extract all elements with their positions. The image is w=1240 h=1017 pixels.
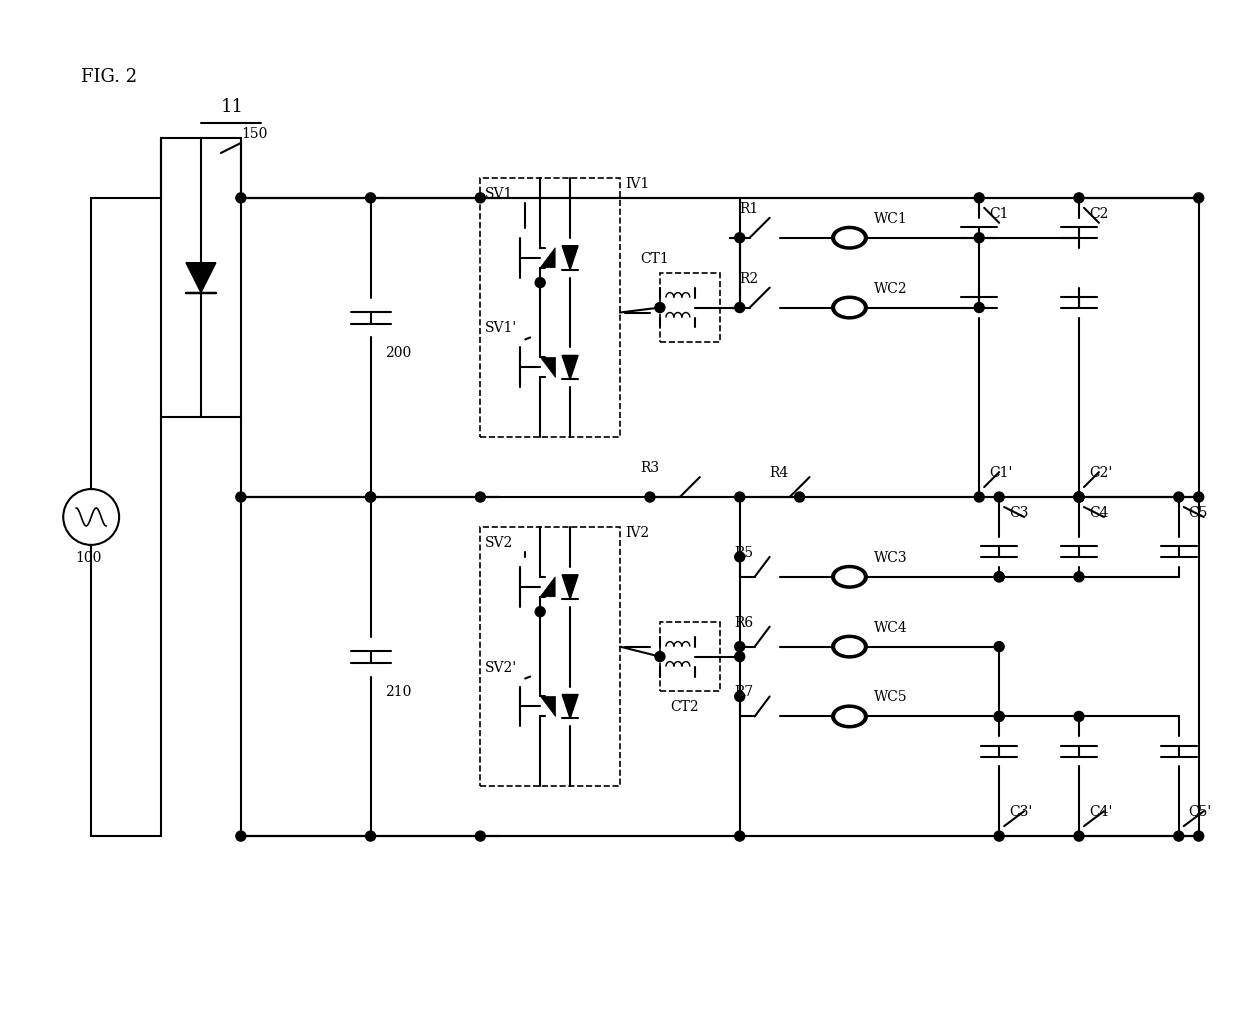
Text: WC4: WC4 bbox=[874, 620, 908, 635]
Circle shape bbox=[475, 193, 485, 202]
Circle shape bbox=[236, 831, 246, 841]
Text: R2: R2 bbox=[740, 272, 759, 286]
Circle shape bbox=[994, 492, 1004, 502]
Circle shape bbox=[1074, 492, 1084, 502]
Circle shape bbox=[994, 712, 1004, 721]
Text: IV2: IV2 bbox=[625, 526, 649, 540]
Circle shape bbox=[536, 607, 546, 616]
Circle shape bbox=[655, 303, 665, 312]
Circle shape bbox=[366, 492, 376, 502]
Text: C3: C3 bbox=[1009, 506, 1028, 520]
Polygon shape bbox=[541, 248, 556, 267]
Text: R6: R6 bbox=[735, 615, 754, 630]
Circle shape bbox=[1074, 831, 1084, 841]
Text: WC5: WC5 bbox=[874, 691, 908, 705]
Bar bbox=[660, 621, 719, 692]
Circle shape bbox=[994, 642, 1004, 652]
Polygon shape bbox=[562, 695, 578, 718]
Circle shape bbox=[536, 278, 546, 288]
Text: C2': C2' bbox=[1089, 466, 1112, 480]
Text: SV2: SV2 bbox=[485, 536, 513, 550]
Text: SV1': SV1' bbox=[485, 321, 517, 336]
Circle shape bbox=[795, 492, 805, 502]
Text: CT2: CT2 bbox=[670, 701, 698, 715]
Text: R7: R7 bbox=[735, 685, 754, 700]
Text: SV1: SV1 bbox=[485, 187, 513, 200]
Text: C2: C2 bbox=[1089, 206, 1109, 221]
Circle shape bbox=[366, 492, 376, 502]
Text: R4: R4 bbox=[770, 466, 789, 480]
Text: C1': C1' bbox=[990, 466, 1013, 480]
Circle shape bbox=[1194, 492, 1204, 502]
Circle shape bbox=[1074, 492, 1084, 502]
Circle shape bbox=[735, 303, 745, 312]
Text: C4: C4 bbox=[1089, 506, 1109, 520]
Text: FIG. 2: FIG. 2 bbox=[81, 68, 138, 86]
Text: WC2: WC2 bbox=[874, 282, 908, 296]
Text: R1: R1 bbox=[740, 201, 759, 216]
Text: CT1: CT1 bbox=[640, 251, 668, 265]
Polygon shape bbox=[541, 577, 556, 597]
Circle shape bbox=[1194, 193, 1204, 202]
Circle shape bbox=[1074, 492, 1084, 502]
Circle shape bbox=[735, 492, 745, 502]
Text: 11: 11 bbox=[221, 98, 244, 116]
Polygon shape bbox=[562, 575, 578, 599]
Text: C1: C1 bbox=[990, 206, 1008, 221]
Text: R5: R5 bbox=[735, 546, 754, 560]
Circle shape bbox=[1074, 572, 1084, 582]
Circle shape bbox=[1174, 492, 1184, 502]
Circle shape bbox=[236, 193, 246, 202]
Circle shape bbox=[735, 233, 745, 243]
Polygon shape bbox=[562, 355, 578, 379]
Polygon shape bbox=[541, 697, 556, 716]
Circle shape bbox=[645, 492, 655, 502]
Circle shape bbox=[975, 303, 985, 312]
Polygon shape bbox=[186, 262, 216, 293]
Text: IV1: IV1 bbox=[625, 177, 650, 191]
Circle shape bbox=[475, 492, 485, 502]
Circle shape bbox=[975, 492, 985, 502]
Circle shape bbox=[366, 193, 376, 202]
Text: 150: 150 bbox=[241, 127, 268, 141]
Circle shape bbox=[994, 712, 1004, 721]
Circle shape bbox=[1074, 712, 1084, 721]
Text: C4': C4' bbox=[1089, 805, 1112, 819]
Text: 200: 200 bbox=[386, 347, 412, 360]
Text: C3': C3' bbox=[1009, 805, 1033, 819]
Bar bbox=[161, 138, 241, 417]
Circle shape bbox=[1074, 193, 1084, 202]
Circle shape bbox=[655, 652, 665, 662]
Bar bbox=[480, 527, 620, 786]
Circle shape bbox=[475, 831, 485, 841]
Text: SV2': SV2' bbox=[485, 661, 517, 674]
Text: WC1: WC1 bbox=[874, 212, 908, 226]
Circle shape bbox=[735, 831, 745, 841]
Circle shape bbox=[735, 652, 745, 662]
Circle shape bbox=[1174, 831, 1184, 841]
Text: C5': C5' bbox=[1189, 805, 1211, 819]
Circle shape bbox=[975, 193, 985, 202]
Circle shape bbox=[1194, 831, 1204, 841]
Circle shape bbox=[735, 552, 745, 561]
Circle shape bbox=[366, 831, 376, 841]
Polygon shape bbox=[541, 357, 556, 377]
Circle shape bbox=[236, 492, 246, 502]
Circle shape bbox=[735, 692, 745, 702]
Text: C5: C5 bbox=[1189, 506, 1208, 520]
Bar bbox=[660, 273, 719, 343]
Circle shape bbox=[994, 572, 1004, 582]
Circle shape bbox=[975, 233, 985, 243]
Circle shape bbox=[994, 572, 1004, 582]
Circle shape bbox=[735, 642, 745, 652]
Text: WC3: WC3 bbox=[874, 551, 908, 564]
Bar bbox=[480, 178, 620, 437]
Text: 100: 100 bbox=[74, 551, 102, 564]
Text: 210: 210 bbox=[386, 685, 412, 700]
Polygon shape bbox=[562, 246, 578, 270]
Circle shape bbox=[994, 831, 1004, 841]
Text: R3: R3 bbox=[640, 461, 660, 475]
